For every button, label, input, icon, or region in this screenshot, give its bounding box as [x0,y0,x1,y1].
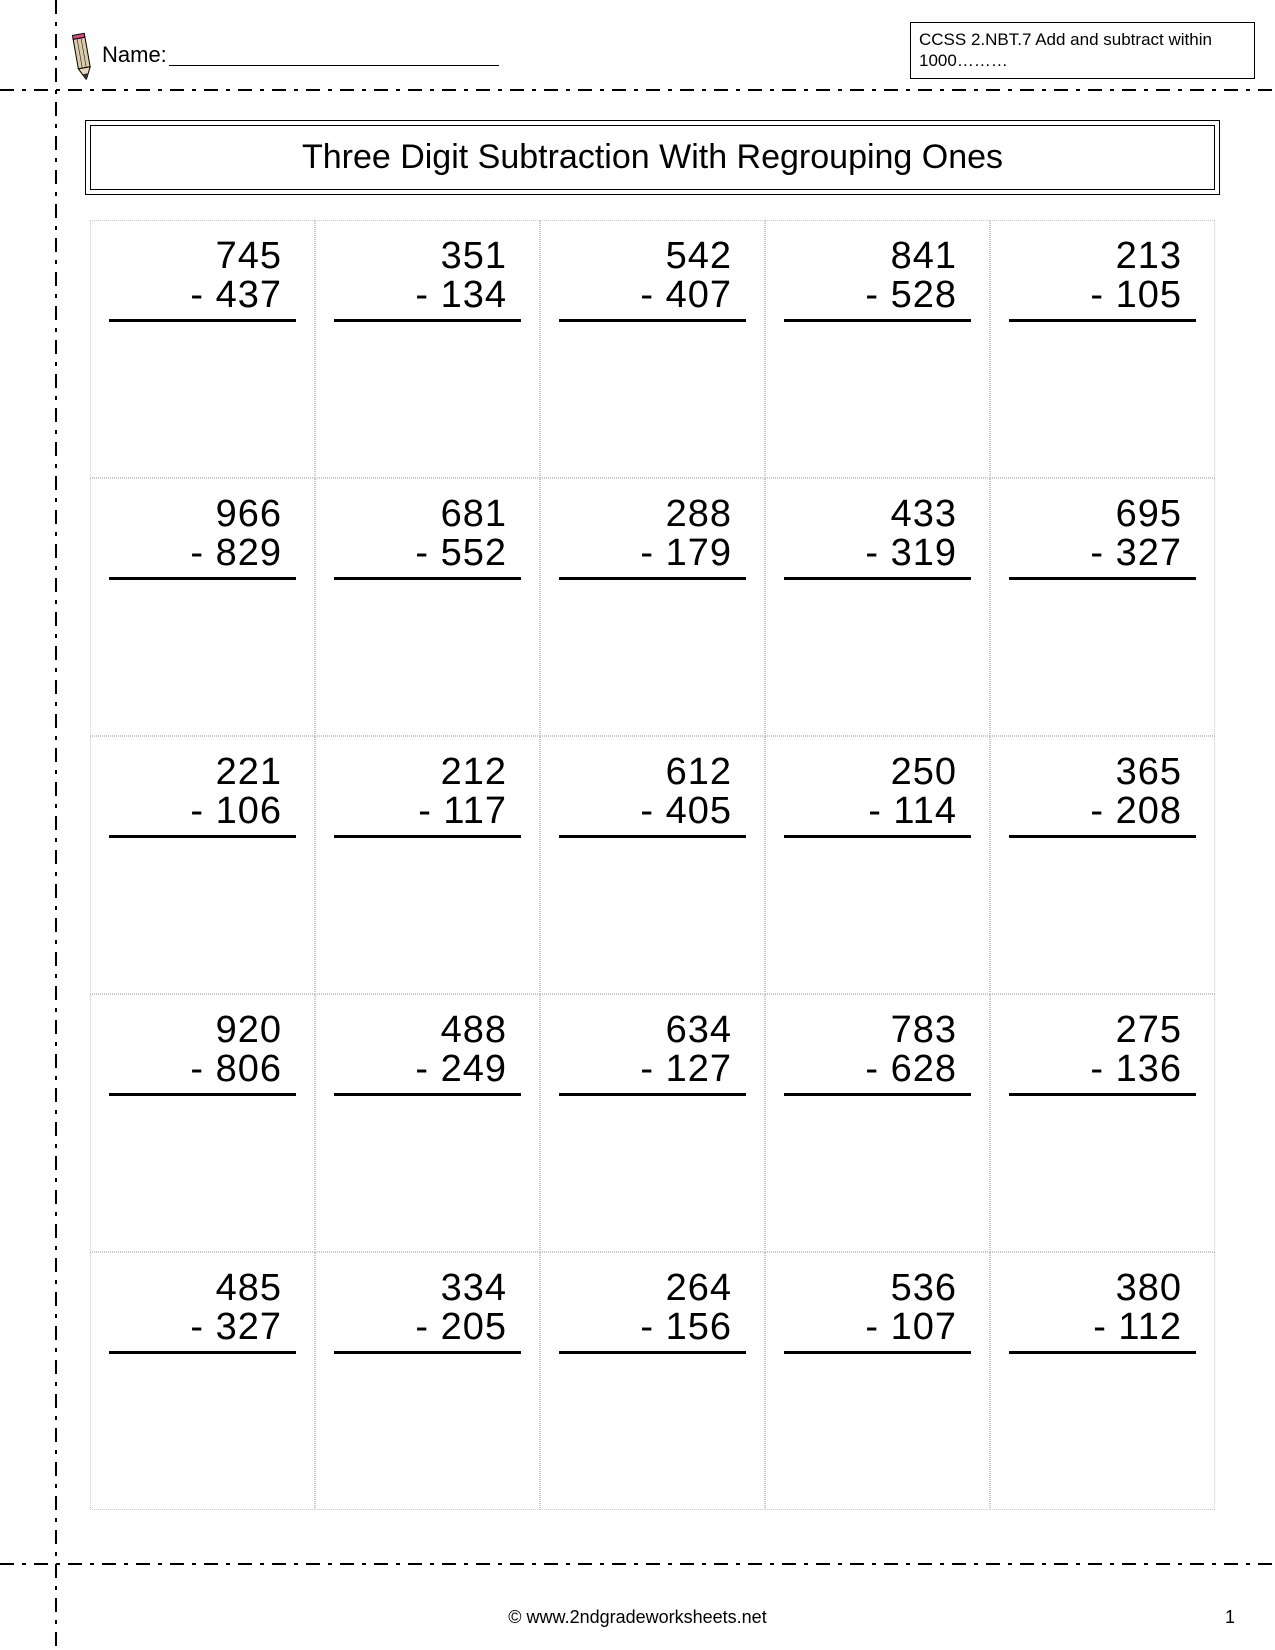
minuend: 542 [559,235,746,278]
subtrahend-row: - 437 [109,274,296,322]
subtrahend-row: - 327 [1009,532,1196,580]
problem-cell[interactable]: 745- 437 [90,220,315,478]
problem-cell[interactable]: 221- 106 [90,736,315,994]
subtrahend-row: - 628 [784,1048,971,1096]
subtrahend-row: - 107 [784,1306,971,1354]
minuend: 695 [1009,493,1196,536]
problems-grid: 745- 437351- 134542- 407841- 528213- 105… [90,220,1215,1510]
subtrahend-row: - 205 [334,1306,521,1354]
subtrahend-row: - 179 [559,532,746,580]
subtrahend-row: - 407 [559,274,746,322]
problem-cell[interactable]: 488- 249 [315,994,540,1252]
minuend: 334 [334,1267,521,1310]
minuend: 213 [1009,235,1196,278]
page-number: 1 [1225,1607,1235,1628]
subtrahend-row: - 127 [559,1048,746,1096]
minuend: 221 [109,751,296,794]
minuend: 250 [784,751,971,794]
minuend: 275 [1009,1009,1196,1052]
minuend: 681 [334,493,521,536]
footer-copyright: © www.2ndgradeworksheets.net [0,1607,1275,1628]
cut-line-bottom [0,1563,1275,1565]
minuend: 841 [784,235,971,278]
cut-line-top [0,89,1275,91]
minuend: 634 [559,1009,746,1052]
minuend: 920 [109,1009,296,1052]
minuend: 783 [784,1009,971,1052]
subtrahend-row: - 117 [334,790,521,838]
cut-line-left [55,0,57,1650]
subtrahend-row: - 327 [109,1306,296,1354]
subtrahend-row: - 405 [559,790,746,838]
problem-cell[interactable]: 334- 205 [315,1252,540,1510]
minuend: 365 [1009,751,1196,794]
subtrahend-row: - 528 [784,274,971,322]
subtrahend-row: - 829 [109,532,296,580]
minuend: 351 [334,235,521,278]
subtrahend-row: - 136 [1009,1048,1196,1096]
subtrahend-row: - 319 [784,532,971,580]
minuend: 966 [109,493,296,536]
minuend: 212 [334,751,521,794]
minuend: 612 [559,751,746,794]
minuend: 488 [334,1009,521,1052]
minuend: 536 [784,1267,971,1310]
problem-cell[interactable]: 841- 528 [765,220,990,478]
subtrahend-row: - 134 [334,274,521,322]
minuend: 745 [109,235,296,278]
subtrahend-row: - 208 [1009,790,1196,838]
worksheet-title: Three Digit Subtraction With Regrouping … [90,125,1215,190]
problem-cell[interactable]: 213- 105 [990,220,1215,478]
name-input-line[interactable] [169,44,499,66]
standard-box: CCSS 2.NBT.7 Add and subtract within 100… [910,22,1255,79]
problem-cell[interactable]: 536- 107 [765,1252,990,1510]
minuend: 380 [1009,1267,1196,1310]
problem-cell[interactable]: 212- 117 [315,736,540,994]
problem-cell[interactable]: 250- 114 [765,736,990,994]
problem-cell[interactable]: 634- 127 [540,994,765,1252]
pencil-icon [66,28,98,81]
subtrahend-row: - 114 [784,790,971,838]
problem-cell[interactable]: 783- 628 [765,994,990,1252]
subtrahend-row: - 106 [109,790,296,838]
minuend: 433 [784,493,971,536]
problem-cell[interactable]: 380- 112 [990,1252,1215,1510]
minuend: 264 [559,1267,746,1310]
problem-cell[interactable]: 365- 208 [990,736,1215,994]
problem-cell[interactable]: 264- 156 [540,1252,765,1510]
subtrahend-row: - 552 [334,532,521,580]
name-label: Name: [102,42,167,68]
subtrahend-row: - 112 [1009,1306,1196,1354]
problem-cell[interactable]: 433- 319 [765,478,990,736]
minuend: 485 [109,1267,296,1310]
problem-cell[interactable]: 275- 136 [990,994,1215,1252]
subtrahend-row: - 249 [334,1048,521,1096]
problem-cell[interactable]: 288- 179 [540,478,765,736]
problem-cell[interactable]: 542- 407 [540,220,765,478]
problem-cell[interactable]: 612- 405 [540,736,765,994]
minuend: 288 [559,493,746,536]
problem-cell[interactable]: 485- 327 [90,1252,315,1510]
subtrahend-row: - 105 [1009,274,1196,322]
problem-cell[interactable]: 920- 806 [90,994,315,1252]
problem-cell[interactable]: 681- 552 [315,478,540,736]
problem-cell[interactable]: 695- 327 [990,478,1215,736]
subtrahend-row: - 806 [109,1048,296,1096]
problem-cell[interactable]: 351- 134 [315,220,540,478]
problem-cell[interactable]: 966- 829 [90,478,315,736]
subtrahend-row: - 156 [559,1306,746,1354]
